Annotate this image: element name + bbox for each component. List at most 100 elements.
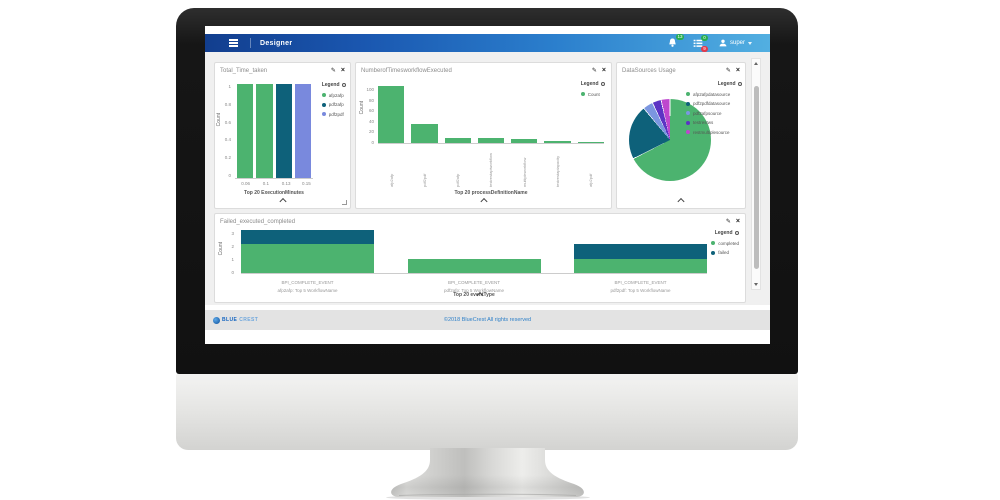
y-axis-ticks: 3 2 1 0 [225, 231, 234, 275]
user-menu[interactable]: super [719, 39, 752, 47]
collapse-chart-icon[interactable] [278, 197, 287, 206]
axis-tick: pdf2afp [445, 146, 471, 187]
legend-toggle-icon[interactable] [600, 81, 605, 87]
scroll-up-icon[interactable] [754, 62, 758, 65]
x-axis-ticks: BPI_COMPLETE_EVENT afp2afp: Top 5 Workflo… [241, 277, 707, 293]
axis-tick: 100 [366, 87, 374, 92]
legend-item[interactable]: pdf2pdf [321, 111, 344, 117]
close-chart-icon[interactable]: × [601, 67, 606, 74]
bar[interactable] [577, 141, 604, 143]
axis-tick: 0.2 [224, 155, 231, 161]
group-label: BPI_COMPLETE_EVENT afp2afp: Top 5 Workflo… [241, 277, 374, 293]
axis-tick: 80 [368, 97, 374, 103]
brand-text-2: CREST [239, 317, 259, 323]
chart-legend: Legend afp2afp pdf2afp pdf2pdf [321, 82, 346, 117]
axis-tick: 40 [368, 118, 374, 124]
group-label: BPI_COMPLETE_EVENT pdf2afp: Top 5 Workflo… [408, 277, 541, 293]
resize-handle-icon[interactable] [342, 200, 347, 205]
stacked-bar-group[interactable] [241, 230, 374, 273]
pie-chart[interactable] [629, 99, 711, 181]
axis-tick: 0.15 [301, 181, 311, 186]
legend-dot [711, 250, 716, 255]
workflow-label: afp2afp: Top 5 WorkflowName [277, 288, 338, 293]
close-chart-icon[interactable]: × [735, 218, 740, 225]
legend-item[interactable]: afp2afp [321, 93, 344, 98]
axis-tick: 20 [368, 129, 374, 135]
legend-item[interactable]: testrestws [686, 120, 713, 125]
edit-chart-icon[interactable]: ✎ [725, 67, 731, 74]
bar-segment-completed[interactable] [574, 258, 707, 273]
collapse-chart-icon[interactable] [479, 197, 488, 206]
bar[interactable] [237, 84, 254, 178]
close-chart-icon[interactable]: × [340, 67, 345, 74]
legend-item[interactable]: restmultiplesource [686, 130, 730, 135]
legend-item[interactable]: pdf2afp [321, 102, 344, 107]
chart-card-workflow-executions: NumberofTimesworkflowExecuted ✎ × Count … [355, 62, 612, 209]
collapse-chart-icon[interactable] [677, 197, 685, 206]
close-chart-icon[interactable]: × [735, 67, 740, 74]
legend-dot [686, 120, 690, 125]
vertical-scrollbar[interactable] [751, 58, 761, 290]
task-list-icon [693, 39, 703, 47]
edit-chart-icon[interactable]: ✎ [591, 67, 597, 74]
tasks-button[interactable]: 0 9 [693, 34, 708, 52]
notifications-button[interactable]: 13 [668, 34, 684, 48]
x-axis-label: Top 20 ExecutionMinutes [244, 190, 304, 196]
legend-item[interactable]: failed [711, 250, 729, 255]
bar[interactable] [411, 124, 438, 143]
card-header: DataSources Usage ✎ × [617, 63, 745, 78]
tasks-count-badge-bottom: 9 [700, 45, 708, 52]
legend-label: completed [718, 240, 739, 246]
hamburger-menu-icon[interactable] [229, 39, 238, 47]
legend-title-text: Legend [321, 82, 340, 88]
chart-legend: Legend completed failed [711, 230, 739, 255]
username-label: super [729, 40, 745, 46]
axis-tick: 0.06 [241, 181, 250, 186]
bar[interactable] [275, 84, 292, 178]
bar-segment-completed[interactable] [241, 244, 374, 273]
bar[interactable] [444, 138, 471, 143]
bar-segment-failed[interactable] [241, 230, 374, 245]
bar[interactable] [256, 84, 273, 178]
edit-chart-icon[interactable]: ✎ [330, 67, 336, 74]
axis-tick-label: testrestapiapacity [555, 155, 561, 187]
legend-toggle-icon[interactable] [341, 82, 346, 88]
bar[interactable] [378, 85, 405, 143]
legend-item[interactable]: afp2afpdatasource [686, 92, 730, 97]
legend-toggle-icon[interactable] [737, 81, 742, 87]
legend-item[interactable]: pdf2pdfdatasource [686, 101, 730, 106]
legend-title: Legend [718, 81, 742, 87]
legend-title: Legend [322, 82, 346, 88]
scroll-down-icon[interactable] [754, 283, 758, 286]
bar-plot [235, 84, 313, 179]
axis-tick-label: afp2pdf [588, 173, 594, 187]
legend-item[interactable]: pdf2afpsource [686, 111, 722, 116]
card-header: Failed_executed_completed ✎ × [215, 214, 745, 229]
bar[interactable] [511, 139, 538, 143]
axis-tick: testrestapiapacity [544, 146, 570, 187]
bar-segment-completed[interactable] [407, 258, 541, 273]
stacked-bar-group[interactable] [407, 230, 541, 273]
app-footer: BLUE CREST ©2018 BlueCrest All rights res… [205, 310, 770, 330]
scrollbar-thumb[interactable] [753, 86, 759, 269]
axis-tick-label: afp2afp [388, 173, 394, 187]
legend-dot [686, 130, 690, 134]
bar-segment-failed[interactable] [574, 244, 707, 259]
card-title: NumberofTimesworkflowExecuted [361, 67, 452, 74]
bar[interactable] [477, 138, 505, 143]
bar[interactable] [294, 84, 311, 178]
card-header: NumberofTimesworkflowExecuted ✎ × [356, 63, 611, 78]
stacked-bar-group[interactable] [574, 230, 707, 273]
app-topbar: Designer 13 0 9 [205, 34, 770, 52]
axis-tick-label: pdf2pdf [421, 173, 427, 187]
event-type-label: BPI_COMPLETE_EVENT [447, 280, 501, 285]
legend-item[interactable]: completed [711, 241, 739, 246]
legend-label: pdf2pdf [328, 111, 344, 117]
legend-dot [321, 102, 326, 107]
screen: Designer 13 0 9 [205, 26, 770, 344]
legend-item[interactable]: Count [580, 92, 600, 97]
edit-chart-icon[interactable]: ✎ [725, 218, 731, 225]
bar[interactable] [544, 141, 571, 143]
legend-toggle-icon[interactable] [734, 230, 739, 236]
legend-label: afp2afpdatasource [693, 91, 731, 97]
